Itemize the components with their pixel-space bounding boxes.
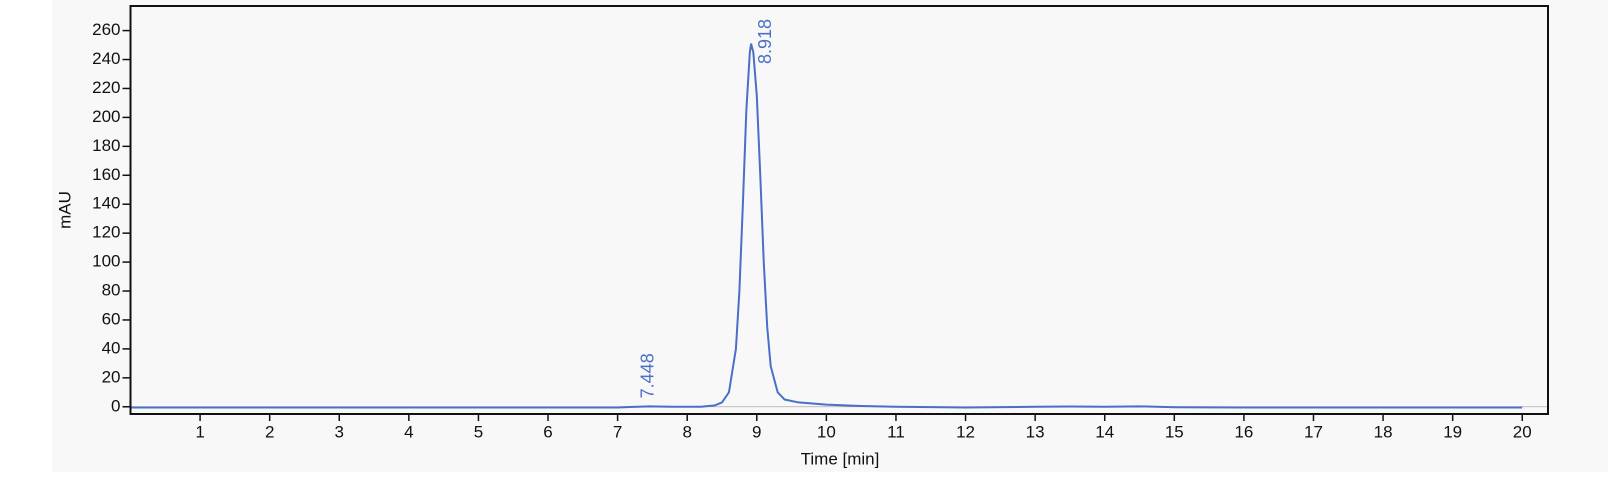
- peak-label: 8.918: [755, 19, 775, 64]
- x-tick-label: 6: [543, 422, 552, 441]
- x-tick-label: 10: [817, 422, 836, 441]
- x-tick-label: 16: [1234, 422, 1253, 441]
- y-tick-label: 20: [102, 367, 121, 386]
- x-tick-label: 11: [887, 422, 905, 441]
- x-tick-label: 9: [752, 422, 761, 441]
- x-tick-label: 4: [404, 422, 413, 441]
- x-tick-label: 5: [474, 422, 483, 441]
- x-tick-label: 2: [265, 422, 274, 441]
- y-tick-label: 180: [92, 136, 120, 155]
- x-tick-label: 8: [682, 422, 691, 441]
- x-tick-label: 14: [1095, 422, 1114, 441]
- x-axis-label: Time [min]: [801, 449, 880, 468]
- peak-label: 7.448: [638, 353, 658, 398]
- x-tick-label: 19: [1443, 422, 1462, 441]
- y-tick-label: 40: [102, 338, 121, 357]
- y-tick-label: 260: [92, 20, 120, 39]
- y-tick-label: 140: [92, 194, 120, 213]
- x-tick-label: 12: [956, 422, 975, 441]
- x-tick-label: 1: [195, 422, 204, 441]
- x-tick-label: 3: [335, 422, 344, 441]
- y-tick-label: 120: [92, 223, 120, 242]
- y-tick-label: 80: [102, 281, 121, 300]
- x-tick-label: 20: [1513, 422, 1532, 441]
- plot-frame: [129, 5, 1549, 415]
- x-tick-label: 13: [1026, 422, 1045, 441]
- y-tick-label: 200: [92, 107, 120, 126]
- x-tick-label: 7: [613, 422, 622, 441]
- y-tick-label: 60: [102, 309, 121, 328]
- chromatogram-line: [130, 43, 1523, 409]
- x-tick-label: 15: [1165, 422, 1184, 441]
- x-tick-label: 18: [1374, 422, 1393, 441]
- y-tick-label: 240: [92, 49, 120, 68]
- y-tick-label: 100: [92, 252, 120, 271]
- background: [52, 0, 1608, 472]
- x-tick-label: 17: [1304, 422, 1323, 441]
- y-tick-label: 0: [111, 396, 120, 415]
- y-axis-label: mAU: [55, 191, 74, 229]
- y-tick-label: 220: [92, 78, 120, 97]
- y-tick-label: 160: [92, 165, 120, 184]
